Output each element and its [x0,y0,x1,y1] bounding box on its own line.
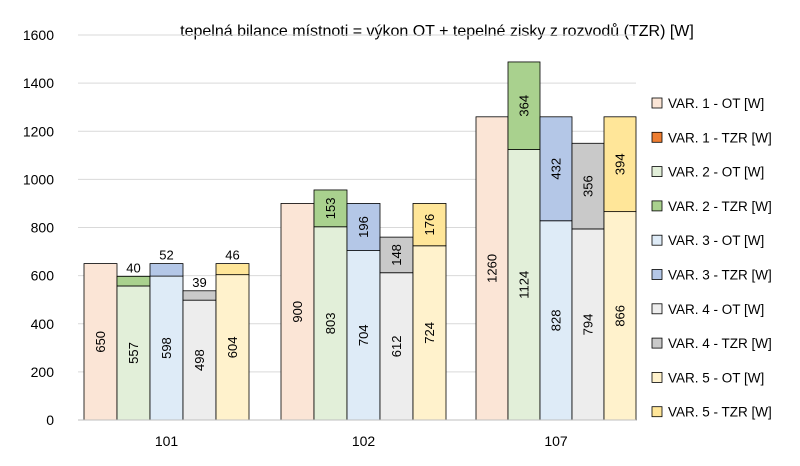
legend: VAR. 1 - OT [W] VAR. 1 - TZR [W] VAR. 2 - … [651,96,772,420]
data-label: 803 [323,313,338,335]
data-labels: 650 557 40 598 52 498 39 604 46 900 803 153 704 196 61… [93,95,628,371]
bar-segment [379,272,414,421]
data-label: 900 [290,301,305,323]
legend-swatch [651,200,663,212]
y-tick-label: 0 [46,412,54,428]
bars [83,61,637,421]
data-label: 46 [225,248,239,263]
bar-segment [313,189,348,228]
data-label: 364 [517,95,532,117]
data-label: 704 [356,324,371,346]
legend-entry: VAR. 2 - TZR [W] [668,199,772,214]
legend-swatch [651,371,663,383]
legend-swatch [651,234,663,246]
bar-segment [507,61,541,150]
data-label: 432 [549,158,564,180]
data-label: 356 [581,175,596,197]
x-tick-label: 107 [544,433,568,449]
legend-swatch [651,406,663,418]
legend-entry: VAR. 5 - OT [W] [668,370,764,385]
bar-segment [379,236,414,274]
bar-segment [539,220,573,421]
y-tick-label: 200 [31,364,55,380]
legend-entry: VAR. 1 - TZR [W] [668,130,772,145]
bar-segment [215,263,250,276]
y-tick-label: 1400 [23,75,54,91]
y-tick-label: 1600 [23,27,54,43]
bar-segment [149,263,184,277]
legend-swatch [651,269,663,280]
data-label: 828 [549,310,564,332]
data-label: 604 [225,336,240,358]
legend-swatch [651,97,663,109]
data-label: 1124 [517,271,532,299]
y-axis-ticks: 0 200 400 600 800 1000 1200 1400 1600 [23,27,54,428]
legend-swatch [651,337,663,349]
data-label: 40 [126,260,140,275]
data-label: 794 [581,314,596,336]
bar-segment [346,203,381,251]
data-label: 557 [126,342,141,364]
legend-entry: VAR. 2 - OT [W] [668,165,764,180]
bar-segment [571,228,605,421]
chart-title: tepelná bilance místnoti = výkon OT + te… [180,22,694,40]
data-label: 52 [159,248,173,263]
data-label: 866 [613,305,628,327]
y-tick-label: 1000 [23,171,54,187]
data-label: 498 [192,349,207,371]
bar-segment [412,203,447,247]
legend-entry: VAR. 3 - OT [W] [668,233,764,248]
y-tick-label: 400 [31,316,55,332]
legend-swatch [651,131,663,143]
x-axis: 101 102 107 [78,419,636,449]
legend-swatch [651,303,663,315]
x-tick-label: 101 [155,433,179,449]
data-label: 196 [356,216,371,238]
legend-entry: VAR. 5 - TZR [W] [668,405,772,420]
bar-segment [182,290,217,301]
bar-segment [83,263,118,421]
bar-segment [116,275,151,287]
legend-entry: VAR. 4 - OT [W] [668,302,764,317]
bar-segment [116,285,151,421]
legend-swatch [651,166,663,178]
data-label: 1260 [485,254,500,283]
data-label: 598 [159,337,174,359]
legend-entry: VAR. 1 - OT [W] [668,96,764,111]
data-label: 394 [613,153,628,175]
data-label: 724 [422,322,437,344]
data-label: 650 [93,331,108,353]
bar-segment [280,203,315,421]
bar-segment [539,116,573,222]
legend-entry: VAR. 3 - TZR [W] [668,268,772,283]
bar-segment [215,274,250,421]
data-label: 39 [192,275,206,290]
y-tick-label: 800 [31,220,55,236]
legend-entry: VAR. 4 - TZR [W] [668,336,772,351]
data-label: 148 [389,244,404,266]
data-label: 612 [389,336,404,358]
y-tick-label: 1200 [23,123,54,139]
bar-segment [603,116,637,213]
bar-segment [475,116,509,421]
data-label: 176 [422,214,437,236]
x-tick-label: 102 [352,433,376,449]
y-tick-label: 600 [31,268,55,284]
data-label: 153 [323,198,338,220]
